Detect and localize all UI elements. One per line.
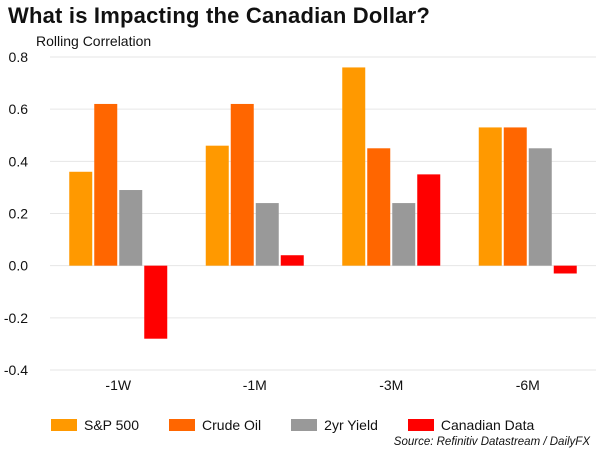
chart-title: What is Impacting the Canadian Dollar? — [8, 3, 430, 28]
bar — [342, 67, 366, 266]
y-tick-label: -0.4 — [4, 362, 28, 378]
bar — [230, 103, 254, 266]
bar — [417, 174, 441, 266]
legend-swatch — [169, 419, 196, 431]
bar — [69, 171, 93, 266]
bar — [280, 255, 304, 266]
bar — [94, 103, 118, 266]
legend-label: 2yr Yield — [324, 417, 378, 433]
y-tick-label: 0.6 — [9, 101, 29, 117]
y-tick-label: -0.2 — [4, 310, 28, 326]
legend-swatch — [407, 419, 434, 431]
bar — [528, 148, 552, 266]
y-tick-label: 0.8 — [9, 49, 29, 65]
bar — [478, 127, 502, 266]
legend-item: Crude Oil — [169, 417, 261, 433]
legend-item: Canadian Data — [407, 417, 535, 433]
y-tick-label: 0.4 — [9, 153, 29, 169]
bar — [144, 265, 168, 339]
legend-label: Crude Oil — [202, 417, 262, 433]
y-tick-label: 0.2 — [9, 206, 29, 222]
legend-label: S&P 500 — [84, 417, 140, 433]
bar — [255, 203, 279, 266]
bar — [392, 203, 416, 266]
x-tick-label: -3M — [379, 377, 403, 393]
y-tick-label: 0.0 — [9, 258, 29, 274]
bar — [205, 145, 229, 266]
legend-item: 2yr Yield — [291, 417, 378, 433]
legend: S&P 500 Crude Oil 2yr Yield Canadian Data — [51, 417, 564, 433]
legend-swatch — [51, 419, 77, 431]
legend-item: S&P 500 — [51, 417, 139, 433]
legend-swatch — [291, 419, 318, 431]
chart-subtitle: Rolling Correlation — [36, 33, 152, 49]
legend-label: Canadian Data — [440, 417, 535, 433]
x-tick-label: -1W — [105, 377, 131, 393]
source-note: Source: Refinitiv Datastream / DailyFX — [393, 436, 590, 448]
x-tick-label: -1M — [243, 377, 267, 393]
bar — [367, 148, 391, 266]
bar — [119, 190, 143, 266]
bar — [503, 127, 527, 266]
bar — [553, 265, 577, 274]
x-tick-label: -6M — [516, 377, 540, 393]
